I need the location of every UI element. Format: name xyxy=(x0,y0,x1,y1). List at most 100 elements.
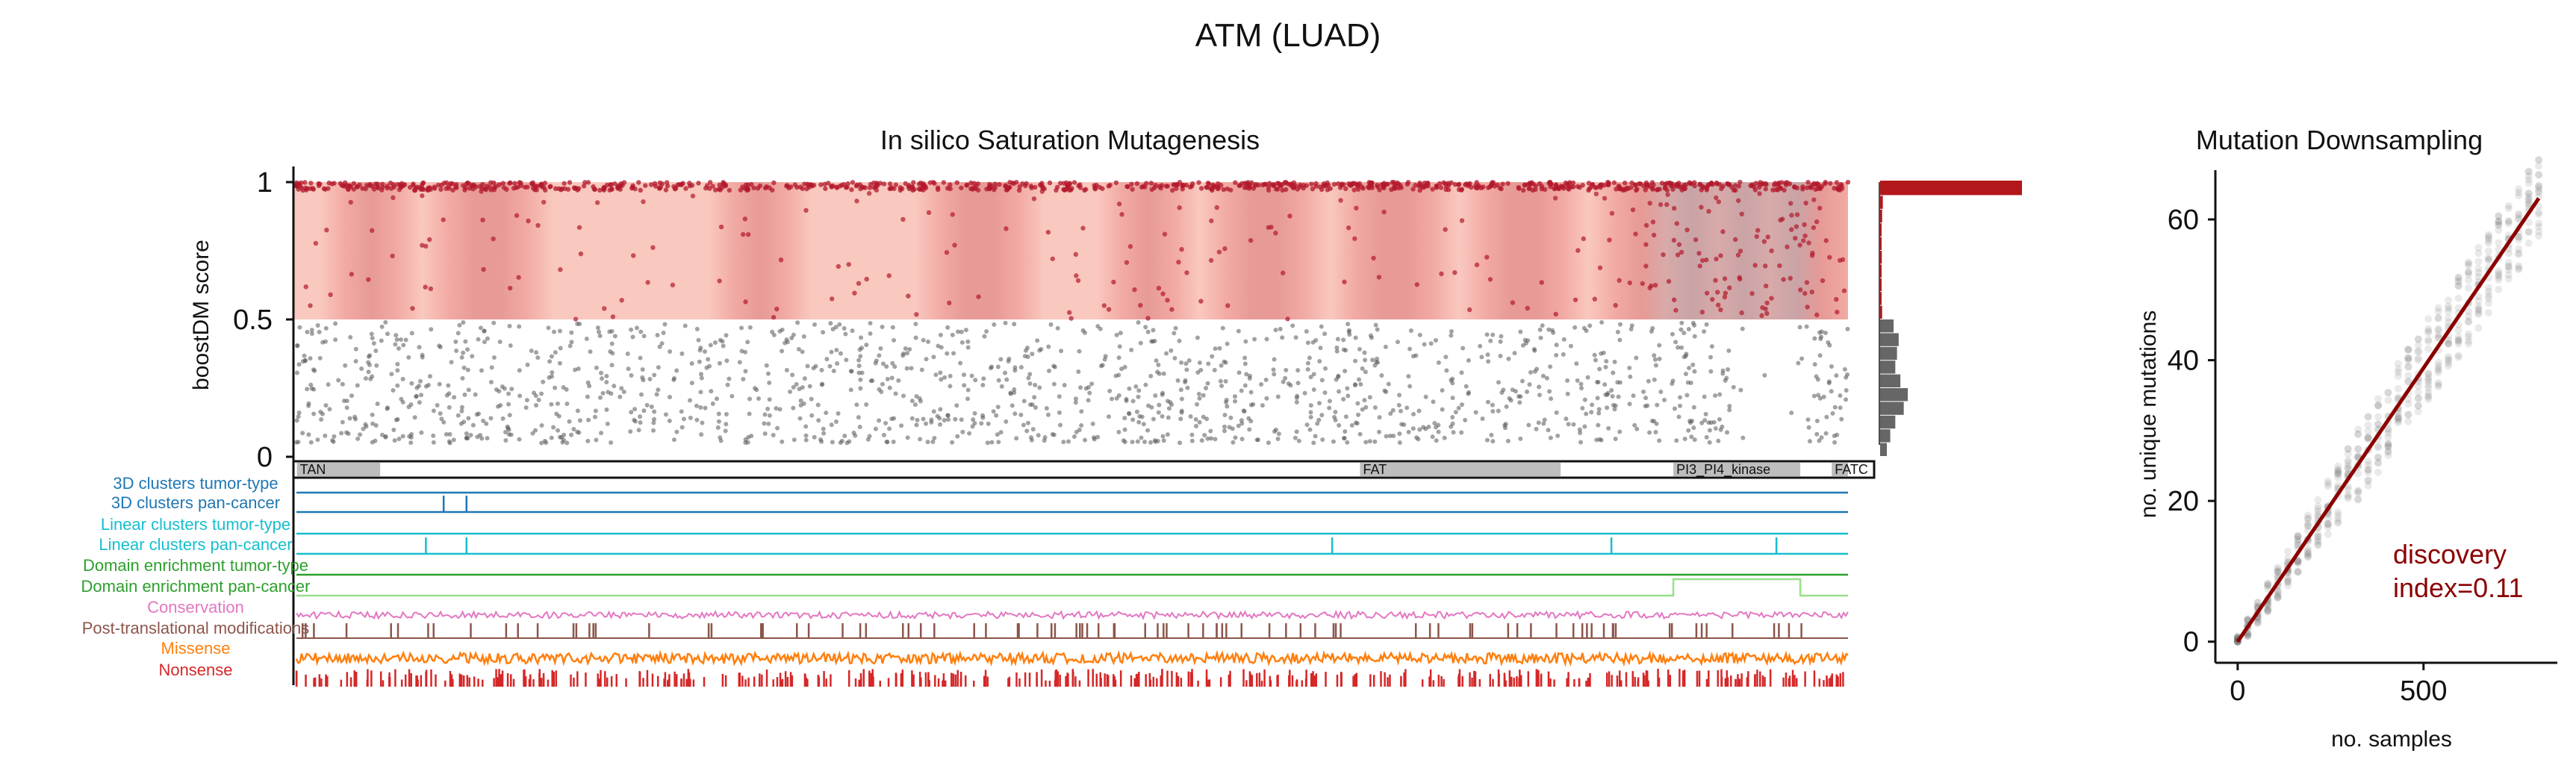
downsampling-point xyxy=(2515,264,2523,272)
high-score-point xyxy=(1156,285,1162,291)
low-score-point xyxy=(1440,387,1445,393)
low-score-point xyxy=(455,331,461,336)
histogram-bar-low xyxy=(1880,319,1894,333)
low-score-point xyxy=(709,389,714,394)
missense-trace xyxy=(295,649,1849,667)
low-score-point xyxy=(1114,396,1119,401)
high-score-point xyxy=(784,184,789,189)
low-score-point xyxy=(585,438,591,443)
high-score-point xyxy=(1792,184,1797,190)
low-score-point xyxy=(1657,356,1662,361)
high-score-point xyxy=(597,187,603,193)
low-score-point xyxy=(1496,380,1501,385)
low-score-point xyxy=(1293,335,1298,340)
low-score-point xyxy=(1152,437,1157,443)
low-score-point xyxy=(1578,430,1583,435)
downsampling-point xyxy=(2334,514,2342,522)
downsampling-point xyxy=(2454,273,2463,281)
low-score-point xyxy=(919,367,924,372)
high-score-point xyxy=(1623,187,1628,193)
high-score-point xyxy=(1658,202,1664,207)
downsampling-point xyxy=(2465,261,2473,269)
high-score-point xyxy=(1763,283,1769,289)
high-score-point xyxy=(491,180,497,186)
downsampling-point xyxy=(2364,433,2372,441)
downsampling-point xyxy=(2274,590,2282,598)
downsampling-point xyxy=(2344,445,2352,453)
downsampling-point xyxy=(2504,202,2513,210)
high-score-point xyxy=(794,184,800,190)
high-score-point xyxy=(881,181,887,187)
low-score-point xyxy=(1549,396,1554,402)
low-score-point xyxy=(1691,425,1696,431)
histogram-bar-high xyxy=(1880,292,1882,305)
low-score-point xyxy=(1008,391,1013,396)
downsampling-point xyxy=(2474,297,2483,305)
low-score-point xyxy=(1496,408,1501,413)
high-score-point xyxy=(576,186,582,191)
low-score-point xyxy=(1184,367,1189,372)
high-score-point xyxy=(1676,242,1682,247)
low-score-point xyxy=(439,416,444,422)
downsampling-point xyxy=(2334,481,2342,490)
downsampling-point xyxy=(2364,434,2372,443)
high-score-point xyxy=(1763,181,1769,187)
high-score-point xyxy=(534,187,539,193)
downsampling-point xyxy=(2364,413,2372,421)
low-score-point xyxy=(1463,417,1468,422)
low-score-point xyxy=(1604,359,1609,364)
downsampling-point xyxy=(2404,363,2412,371)
low-score-point xyxy=(785,340,790,345)
low-score-point xyxy=(1699,420,1705,425)
low-score-point xyxy=(1490,332,1496,337)
low-score-point xyxy=(1004,377,1009,382)
high-score-point xyxy=(1160,291,1166,296)
high-score-point xyxy=(830,296,835,302)
downsampling-y-tick-label: 60 xyxy=(2168,205,2199,236)
low-score-point xyxy=(828,321,833,326)
low-score-point xyxy=(1575,378,1580,383)
saturation-points xyxy=(293,179,1851,446)
low-score-point xyxy=(1189,438,1195,443)
low-score-point xyxy=(1596,407,1602,412)
low-score-point xyxy=(553,350,558,355)
downsampling-point xyxy=(2374,442,2383,450)
high-score-point xyxy=(1500,181,1505,187)
downsampling-point xyxy=(2354,452,2362,460)
low-score-point xyxy=(541,379,546,384)
low-score-point xyxy=(349,393,354,399)
low-score-point xyxy=(1817,353,1823,358)
downsampling-point xyxy=(2264,605,2272,613)
low-score-point xyxy=(517,393,523,399)
downsampling-point xyxy=(2484,256,2492,264)
high-score-point xyxy=(1475,184,1481,190)
downsampling-point xyxy=(2445,355,2453,363)
low-score-point xyxy=(788,389,793,394)
high-score-point xyxy=(1204,184,1209,190)
high-score-point xyxy=(664,180,670,185)
low-score-point xyxy=(470,422,476,428)
high-score-point xyxy=(1176,259,1181,265)
high-score-point xyxy=(444,186,449,191)
high-score-point xyxy=(514,213,520,218)
low-score-point xyxy=(1834,373,1839,378)
low-score-point xyxy=(1617,429,1623,434)
low-score-point xyxy=(509,387,514,392)
high-score-point xyxy=(483,187,489,193)
low-score-point xyxy=(1308,375,1313,380)
high-score-point xyxy=(1672,205,1677,211)
low-score-point xyxy=(656,387,661,393)
downsampling-point xyxy=(2404,345,2412,353)
high-score-point xyxy=(576,225,582,230)
high-score-point xyxy=(1413,182,1418,188)
high-score-point xyxy=(1198,186,1204,191)
high-score-point xyxy=(1187,184,1193,190)
high-score-point xyxy=(846,262,851,267)
saturation-y-ticks: 00.51 xyxy=(233,167,293,473)
low-score-point xyxy=(525,362,530,367)
high-score-point xyxy=(1039,182,1044,187)
high-score-point xyxy=(610,314,616,319)
low-score-point xyxy=(577,418,582,423)
low-score-point xyxy=(1142,439,1147,444)
low-score-point xyxy=(1356,412,1361,417)
